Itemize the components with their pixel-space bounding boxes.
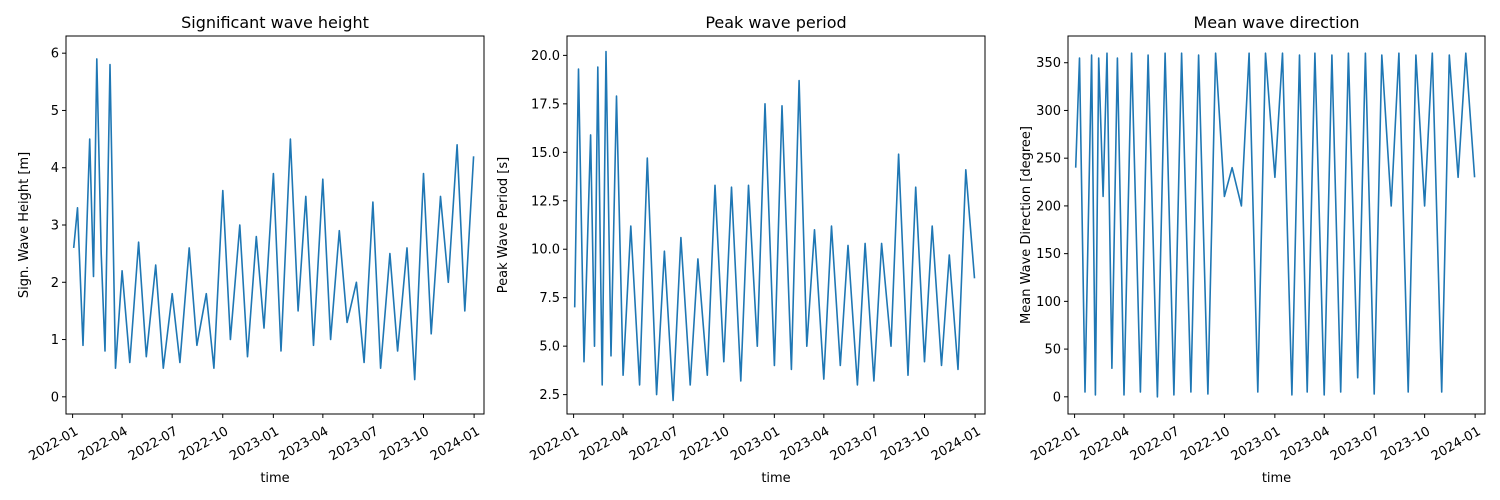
- x-tick-label: 2023-07: [1328, 424, 1383, 464]
- x-tick-label: 2023-01: [1229, 424, 1284, 464]
- x-tick-label: 2023-10: [377, 424, 432, 464]
- x-tick-label: 2022-10: [177, 424, 232, 464]
- x-tick-label: 2022-07: [627, 424, 682, 464]
- y-tick-label: 6: [51, 47, 59, 62]
- y-tick-label: 350: [1036, 56, 1061, 71]
- y-tick-label: 0: [1053, 390, 1061, 405]
- y-tick-label: 15.0: [531, 146, 560, 161]
- y-axis-label: Peak Wave Period [s]: [496, 157, 511, 293]
- x-tick-label: 2023-01: [227, 424, 282, 464]
- y-tick-label: 4: [51, 161, 59, 176]
- y-tick-label: 2.5: [539, 388, 560, 403]
- chart-panel: 2022-012022-042022-072022-102023-012023-…: [17, 13, 485, 486]
- chart-title: Significant wave height: [181, 13, 369, 32]
- y-tick-label: 150: [1036, 247, 1061, 262]
- x-tick-label: 2022-07: [1128, 424, 1183, 464]
- x-tick-label: 2022-01: [527, 424, 582, 464]
- y-tick-label: 2: [51, 276, 59, 291]
- x-axis-label: time: [260, 471, 289, 486]
- chart-panel: 2022-012022-042022-072022-102023-012023-…: [496, 13, 986, 486]
- chart-title: Peak wave period: [705, 13, 846, 32]
- y-tick-label: 7.5: [539, 291, 560, 306]
- x-tick-label: 2023-10: [878, 424, 933, 464]
- x-tick-label: 2022-10: [678, 424, 733, 464]
- y-axis-label: Sign. Wave Height [m]: [17, 152, 32, 298]
- y-tick-label: 100: [1036, 295, 1061, 310]
- y-tick-label: 20.0: [531, 49, 560, 64]
- x-tick-label: 2024-01: [929, 424, 984, 464]
- series-line: [1074, 52, 1476, 398]
- y-tick-label: 1: [51, 333, 59, 348]
- x-tick-label: 2022-07: [126, 424, 181, 464]
- y-tick-label: 300: [1036, 104, 1061, 119]
- series-line: [72, 58, 475, 381]
- x-tick-label: 2022-01: [26, 424, 81, 464]
- y-tick-label: 3: [51, 219, 59, 234]
- series-line: [573, 50, 976, 402]
- x-axis-label: time: [761, 471, 790, 486]
- x-axis-label: time: [1262, 471, 1291, 486]
- x-tick-label: 2022-01: [1028, 424, 1083, 464]
- x-tick-label: 2023-10: [1378, 424, 1433, 464]
- x-tick-label: 2022-04: [1078, 424, 1133, 464]
- y-tick-label: 50: [1044, 343, 1061, 358]
- y-tick-label: 5.0: [539, 340, 560, 355]
- x-tick-label: 2023-07: [828, 424, 883, 464]
- y-tick-label: 250: [1036, 152, 1061, 167]
- y-tick-label: 0: [51, 390, 59, 405]
- y-tick-label: 12.5: [531, 194, 560, 209]
- plot-frame: [566, 35, 986, 415]
- x-tick-label: 2024-01: [1429, 424, 1484, 464]
- y-tick-label: 200: [1036, 199, 1061, 214]
- x-tick-label: 2023-04: [277, 424, 332, 464]
- x-tick-label: 2022-04: [76, 424, 131, 464]
- y-tick-label: 5: [51, 104, 59, 119]
- y-axis-label: Mean Wave Direction [degree]: [1019, 126, 1034, 324]
- x-tick-label: 2024-01: [428, 424, 483, 464]
- x-tick-label: 2022-10: [1178, 424, 1233, 464]
- chart-panel: 2022-012022-042022-072022-102023-012023-…: [1019, 13, 1486, 486]
- x-tick-label: 2023-04: [778, 424, 833, 464]
- x-tick-label: 2022-04: [577, 424, 632, 464]
- x-tick-label: 2023-01: [728, 424, 783, 464]
- y-tick-label: 10.0: [531, 243, 560, 258]
- chart-title: Mean wave direction: [1193, 13, 1359, 32]
- x-tick-label: 2023-07: [327, 424, 382, 464]
- y-tick-label: 17.5: [531, 97, 560, 112]
- x-tick-label: 2023-04: [1278, 424, 1333, 464]
- plot-frame: [1067, 35, 1486, 415]
